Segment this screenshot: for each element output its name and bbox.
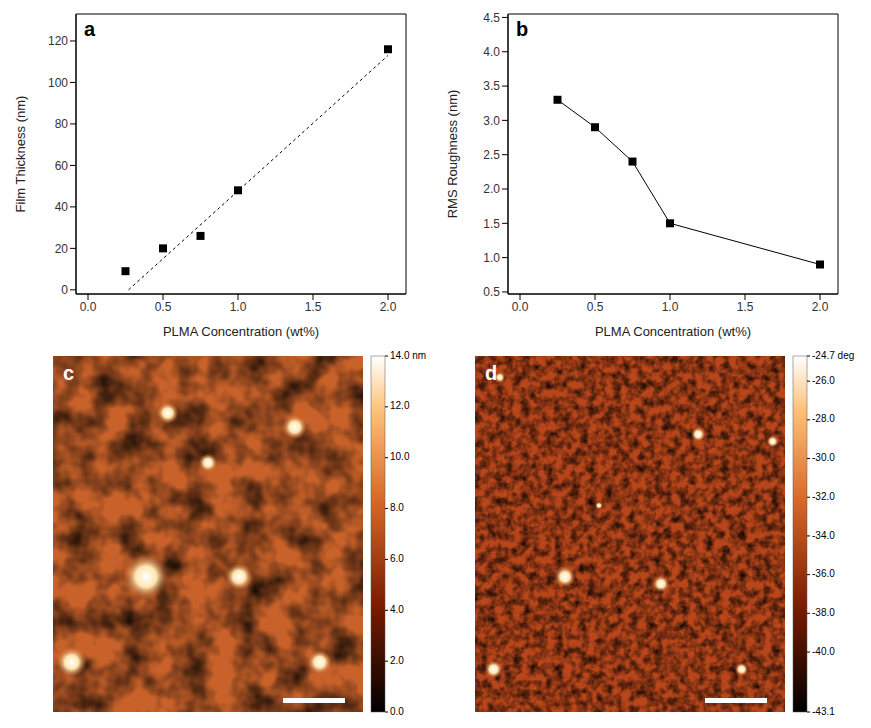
svg-text:2.0: 2.0	[812, 300, 829, 314]
svg-text:14.0 nm: 14.0 nm	[390, 350, 426, 361]
svg-text:4.0: 4.0	[483, 45, 500, 59]
svg-text:0.5: 0.5	[483, 285, 500, 299]
svg-text:0.0: 0.0	[512, 300, 529, 314]
svg-text:0.5: 0.5	[587, 300, 604, 314]
svg-text:PLMA Concentration (wt%): PLMA Concentration (wt%)	[595, 324, 751, 339]
svg-text:-43.1: -43.1	[812, 706, 835, 717]
svg-text:2.0: 2.0	[380, 300, 397, 314]
svg-text:4.0: 4.0	[390, 604, 404, 615]
svg-text:3.0: 3.0	[483, 114, 500, 128]
svg-text:1.0: 1.0	[662, 300, 679, 314]
svg-text:2.0: 2.0	[483, 182, 500, 196]
html-text:b: b	[516, 18, 529, 40]
svg-text:RMS Roughness (nm): RMS Roughness (nm)	[445, 90, 460, 219]
svg-text:20: 20	[55, 242, 69, 256]
svg-text:0.5: 0.5	[155, 300, 172, 314]
svg-text:-26.0: -26.0	[812, 375, 835, 386]
svg-text:d: d	[485, 362, 497, 384]
svg-text:1.5: 1.5	[483, 217, 500, 231]
svg-text:40: 40	[55, 200, 69, 214]
svg-text:3.5: 3.5	[483, 79, 500, 93]
svg-text:2.0: 2.0	[390, 655, 404, 666]
svg-text:PLMA Concentration (wt%): PLMA Concentration (wt%)	[163, 324, 319, 339]
svg-text:60: 60	[55, 159, 69, 173]
svg-text:0: 0	[61, 283, 68, 297]
svg-text:120: 120	[48, 34, 68, 48]
svg-text:-36.0: -36.0	[812, 568, 835, 579]
svg-text:-24.7 deg: -24.7 deg	[812, 350, 854, 361]
svg-text:4.5: 4.5	[483, 11, 500, 25]
svg-text:1.0: 1.0	[483, 251, 500, 265]
svg-text:-40.0: -40.0	[812, 646, 835, 657]
svg-text:Film Thickness (nm): Film Thickness (nm)	[13, 96, 28, 213]
svg-text:1.0: 1.0	[230, 300, 247, 314]
svg-text:-32.0: -32.0	[812, 491, 835, 502]
svg-text:80: 80	[55, 117, 69, 131]
svg-text:c: c	[63, 362, 74, 384]
svg-text:-28.0: -28.0	[812, 413, 835, 424]
svg-text:12.0: 12.0	[390, 400, 410, 411]
svg-text:-30.0: -30.0	[812, 452, 835, 463]
svg-text:100: 100	[48, 76, 68, 90]
html-text:a: a	[84, 18, 96, 40]
svg-text:-34.0: -34.0	[812, 530, 835, 541]
svg-text:-38.0: -38.0	[812, 607, 835, 618]
svg-text:6.0: 6.0	[390, 553, 404, 564]
svg-text:8.0: 8.0	[390, 502, 404, 513]
svg-text:1.5: 1.5	[305, 300, 322, 314]
svg-text:0.0: 0.0	[390, 706, 404, 717]
svg-text:1.5: 1.5	[737, 300, 754, 314]
svg-text:10.0: 10.0	[390, 451, 410, 462]
svg-text:2.5: 2.5	[483, 148, 500, 162]
svg-text:0.0: 0.0	[80, 300, 97, 314]
